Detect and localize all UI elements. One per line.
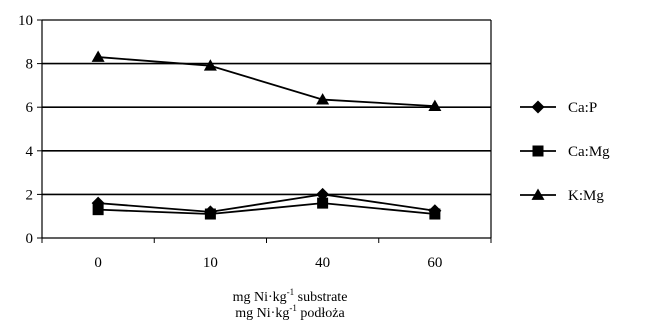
legend-entry-k-mg: K:Mg <box>520 188 604 204</box>
data-point-ca-mg <box>429 208 441 220</box>
x-axis-label-polish: mg Ni·kg-1 podłoża <box>235 303 345 322</box>
legend-marker-k-mg <box>531 188 545 200</box>
data-point-ca-mg <box>204 208 216 220</box>
series-ca-mg <box>92 197 441 220</box>
series-k-mg <box>91 50 442 111</box>
data-point-ca-mg <box>317 197 329 209</box>
data-point-ca-mg <box>92 204 104 216</box>
data-point-k-mg <box>316 93 330 105</box>
series-line-ca-p <box>98 193 436 213</box>
y-tick-label: 10 <box>18 13 33 29</box>
x-tick-label: 0 <box>94 255 102 271</box>
legend-marker-ca-mg <box>532 145 544 157</box>
series-group <box>91 50 442 220</box>
series-line-k-mg <box>98 56 435 108</box>
axes: 0 2 4 6 8 10 0 10 40 60 <box>18 13 492 271</box>
y-tick-label: 2 <box>26 187 34 203</box>
data-point-k-mg <box>203 59 217 71</box>
y-tick-label: 8 <box>26 57 34 73</box>
legend-entry-ca-p: Ca:P <box>520 100 597 116</box>
x-tick-label: 10 <box>203 255 218 271</box>
series-ca-p <box>91 187 442 219</box>
data-point-k-mg <box>91 50 105 62</box>
y-tick-label: 4 <box>26 144 34 160</box>
legend-label-ca-mg: Ca:Mg <box>568 144 610 160</box>
legend-marker-ca-p <box>531 100 545 114</box>
y-tick-label: 6 <box>26 100 34 116</box>
series-line-ca-mg <box>98 202 435 215</box>
data-point-k-mg <box>428 99 442 111</box>
x-tick-label: 60 <box>427 255 442 271</box>
legend-label-k-mg: K:Mg <box>568 188 604 204</box>
legend: Ca:P Ca:Mg K:Mg <box>520 100 610 204</box>
x-axis-label-english: mg Ni·kg-1 substrate <box>232 287 348 306</box>
y-tick-label: 0 <box>26 231 34 247</box>
legend-label-ca-p: Ca:P <box>568 100 597 116</box>
x-tick-label: 40 <box>315 255 330 271</box>
grid-lines <box>42 19 492 238</box>
legend-entry-ca-mg: Ca:Mg <box>520 144 610 160</box>
